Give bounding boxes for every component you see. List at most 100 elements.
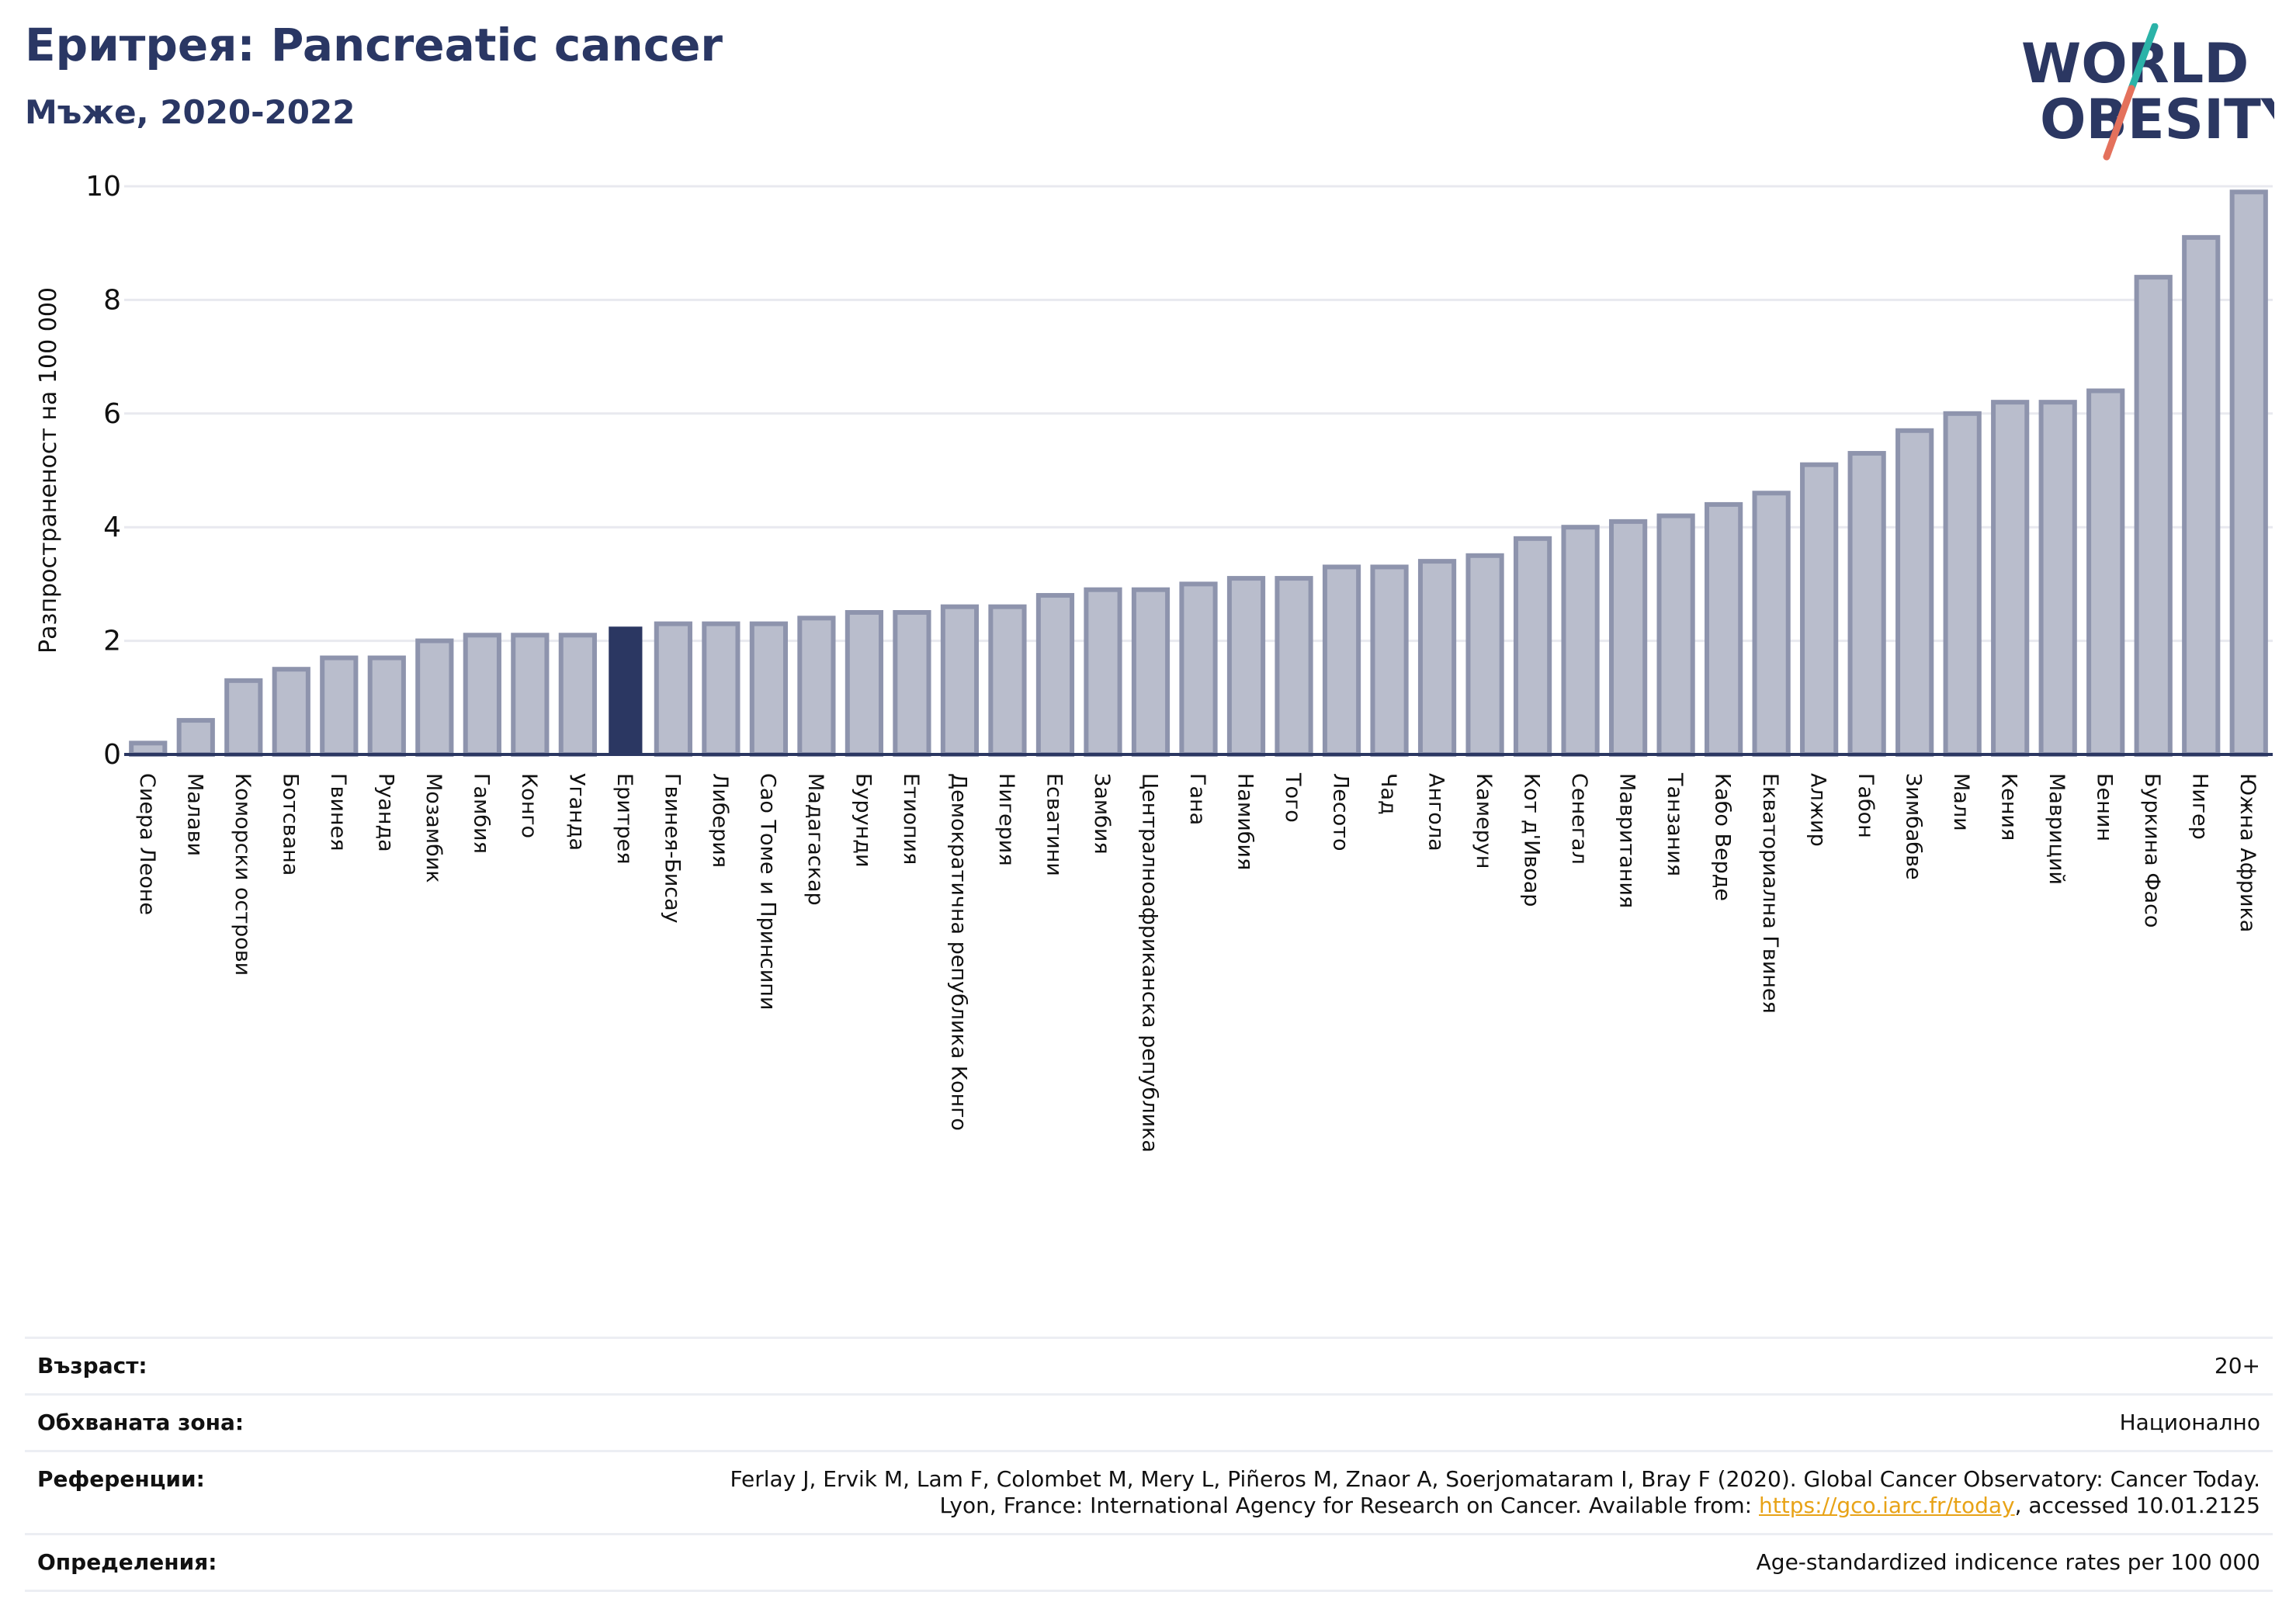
x-tick-label: Бурунди [851, 773, 875, 868]
bar [654, 621, 692, 758]
bar [1608, 518, 1648, 757]
bar [2229, 189, 2268, 757]
info-table: Възраст: 20+ Обхваната зона: Национално … [25, 1337, 2273, 1592]
x-tick-label: Бенин [2093, 773, 2117, 841]
x-tick-label: Танзания [1663, 772, 1687, 876]
x-tick-label: Конго [517, 773, 541, 838]
x-tick-label: Южна Африка [2235, 773, 2260, 932]
bar [845, 610, 884, 757]
x-tick-label: Гвинея [326, 773, 350, 851]
x-tick-label: Зимбабве [1902, 773, 1926, 880]
bar [1752, 491, 1791, 758]
info-label-area: Обхваната зона: [37, 1410, 245, 1435]
x-tick-label: Намибия [1233, 773, 1257, 870]
info-value-references: Ferlay J, Ervik M, Lam F, Colombet M, Me… [730, 1466, 2260, 1519]
x-tick-label: Демократична република Конго [946, 773, 970, 1131]
info-label-definitions: Определения: [37, 1549, 217, 1575]
x-tick-label: Централноафриканска република [1137, 773, 1161, 1153]
bar [1370, 564, 1409, 757]
y-tick-label: 8 [103, 284, 121, 316]
info-row-age: Възраст: 20+ [25, 1337, 2273, 1393]
x-tick-label: Екваториална Гвинея [1758, 773, 1782, 1014]
bar [1705, 501, 1743, 757]
bar [2134, 275, 2173, 757]
x-tick-label: Буркина Фасо [2140, 773, 2164, 928]
bar [2038, 400, 2077, 757]
y-axis-label: Разпространеност на 100 000 [35, 287, 62, 654]
bar [2086, 388, 2125, 757]
x-tick-label: Гамбия [469, 773, 493, 854]
x-tick-label: Коморски острови [231, 773, 255, 976]
x-tick-label: Чад [1376, 773, 1400, 815]
x-tick-label: Мавритания [1615, 773, 1639, 908]
bar [2182, 234, 2221, 757]
reference-link[interactable]: https://gco.iarc.fr/today [1759, 1493, 2015, 1518]
info-value-age: 20+ [2214, 1353, 2260, 1379]
bar [1465, 553, 1504, 757]
bar [224, 678, 263, 758]
bar [1275, 576, 1313, 758]
x-tick-label: Есватини [1042, 773, 1066, 876]
x-tick-label: Кот д'Ивоар [1520, 773, 1544, 907]
x-tick-label: Того [1281, 772, 1305, 823]
bar [1847, 451, 1886, 757]
bar [558, 633, 597, 758]
x-tick-label: Ботсвана [278, 773, 302, 876]
x-tick-label: Габон [1854, 773, 1878, 838]
x-tick-label: Мозамбик [421, 773, 446, 883]
bar [129, 740, 168, 757]
bar [893, 610, 931, 757]
info-value-area: Национално [2119, 1410, 2260, 1435]
bar [1513, 536, 1552, 758]
x-tick-label: Малави [182, 773, 206, 856]
info-row-definitions: Определения: Age-standardized indicence … [25, 1533, 2273, 1592]
x-tick-label: Либерия [708, 773, 732, 868]
x-tick-label: Гвинея-Бисау [660, 773, 684, 924]
bar [320, 655, 359, 757]
x-tick-label: Сенегал [1567, 773, 1591, 865]
x-tick-label: Кабо Верде [1711, 773, 1735, 901]
x-tick-label: Сао Томе и Принсипи [755, 773, 779, 1010]
info-label-references: Референции: [37, 1466, 205, 1492]
bar [1035, 593, 1075, 757]
x-tick-label: Ангола [1424, 773, 1448, 851]
bar [272, 667, 310, 758]
logo-slash-coral [2103, 85, 2135, 161]
bar [940, 604, 980, 757]
info-row-area: Обхваната зона: Национално [25, 1393, 2273, 1450]
x-tick-label: Лесото [1329, 773, 1353, 851]
bar [511, 633, 550, 758]
y-tick-label: 6 [103, 398, 121, 430]
bar [797, 616, 836, 757]
bar [1084, 587, 1122, 757]
x-tick-label: Сиера Леоне [135, 773, 159, 915]
bar [1322, 564, 1361, 757]
bar [988, 604, 1027, 757]
x-tick-label: Камерун [1472, 773, 1496, 869]
bar [749, 621, 789, 758]
x-tick-label: Замбия [1090, 773, 1114, 855]
x-tick-label: Мадагаскар [803, 773, 827, 906]
bar [415, 638, 454, 757]
x-tick-label: Мали [1949, 773, 1973, 831]
x-tick-label: Руанда [373, 773, 397, 852]
x-tick-label: Еритрея [612, 773, 636, 864]
bar [1179, 581, 1218, 758]
chart-subtitle: Мъже, 2020-2022 [25, 93, 355, 131]
x-tick-label: Кения [1997, 773, 2021, 841]
x-tick-label: Етиопия [899, 773, 923, 865]
x-tick-label: Гана [1185, 773, 1209, 825]
chart-title: Еритрея: Pancreatic cancer [25, 19, 723, 71]
info-value-definitions: Age-standardized indicence rates per 100… [1756, 1549, 2260, 1575]
reference-line-2-pre: Lyon, France: International Agency for R… [939, 1493, 1759, 1518]
world-obesity-logo: WORLD OBESITY [2021, 23, 2274, 161]
bar [1991, 400, 2030, 757]
bar [1895, 428, 1934, 757]
y-tick-label: 0 [103, 739, 121, 771]
x-tick-label: Нигер [2188, 773, 2212, 840]
y-tick-label: 2 [103, 626, 121, 657]
bar [367, 655, 406, 757]
logo-word-obesity: OBESITY [2040, 88, 2274, 151]
x-tick-label: Уганда [564, 773, 588, 851]
info-label-age: Възраст: [37, 1353, 147, 1379]
